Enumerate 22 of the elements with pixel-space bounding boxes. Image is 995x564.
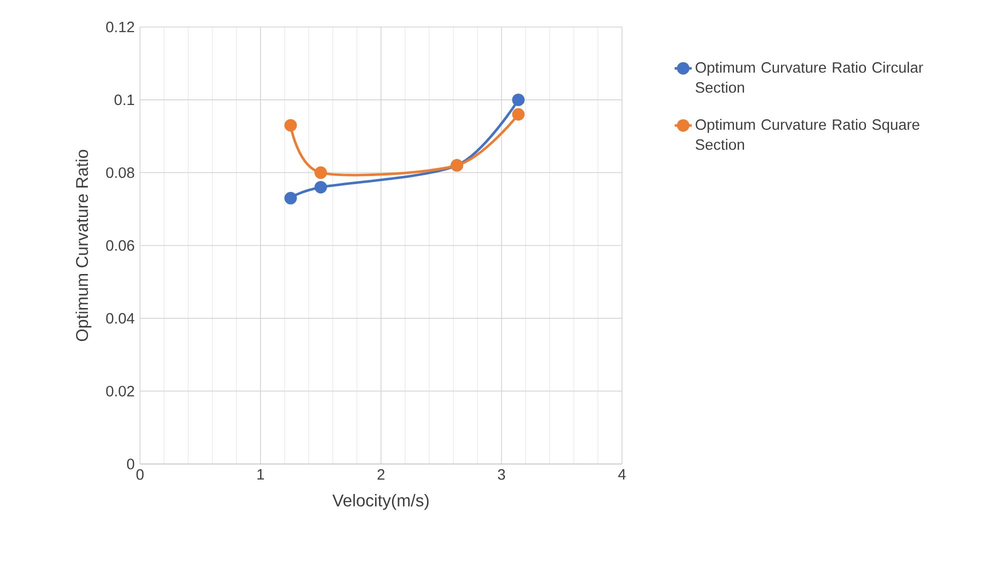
y-tick-label: 0.08 <box>106 167 134 178</box>
y-tick-label: 0.02 <box>106 386 134 396</box>
y-tick-label: 0.06 <box>106 240 134 251</box>
y-tick-label: 0.04 <box>106 313 134 324</box>
y-tick-label: 0.1 <box>114 94 134 106</box>
legend-label: Optimum Curvature Ratio Square Section <box>696 118 920 150</box>
point <box>284 192 297 204</box>
point <box>314 166 328 179</box>
x-tick-label: 2 <box>378 469 384 480</box>
legend-label: Optimum Curvature Ratio Circular Section <box>696 62 924 93</box>
x-tick-label: 1 <box>257 469 264 480</box>
x-tick-label: 4 <box>618 469 626 480</box>
point <box>314 180 328 194</box>
y-tick-label: 0.12 <box>106 22 134 32</box>
y-tick-label: 0 <box>127 458 134 470</box>
point <box>284 119 297 132</box>
point <box>512 108 525 121</box>
x-tick-label: 3 <box>498 469 506 480</box>
y-axis-title: Optimum Curvature Ratio <box>76 150 92 342</box>
x-tick-label: 0 <box>136 469 144 480</box>
point <box>512 94 525 106</box>
x-axis-title: Velocity(m/s) <box>332 494 429 510</box>
